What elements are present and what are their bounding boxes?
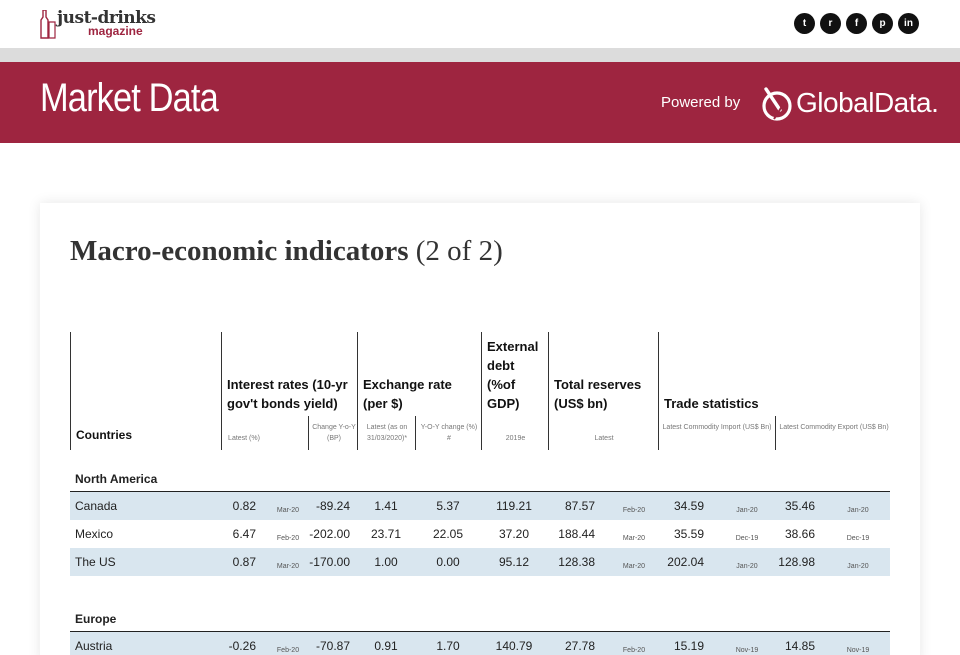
cell-imp-date: Nov-19: [735, 647, 759, 654]
region-group-header: Europe: [70, 590, 890, 632]
cell-exp: 128.98: [778, 555, 815, 569]
cell-fx-chg: 1.70: [436, 639, 460, 653]
header-external-debt: External debt (%of GDP) 2019e: [481, 332, 548, 450]
logo-title: just-drinks: [57, 8, 156, 28]
site-header: just-drinks magazine t r f p in: [0, 0, 960, 48]
table-row: Canada 0.82 Mar-20 -89.24 1.41 5.37 119.21 87.5…: [70, 492, 890, 520]
cell-imp-date: Dec-19: [735, 535, 759, 542]
cell-res-date: Feb-20: [622, 647, 646, 654]
cell-ir-date: Mar-20: [276, 507, 300, 514]
cell-imp: 34.59: [673, 499, 704, 513]
cell-res: 188.44: [558, 527, 595, 541]
table-row: Austria -0.26 Feb-20 -70.87 0.91 1.70 140.79 27…: [70, 632, 890, 655]
logo-subtitle: magazine: [88, 24, 143, 38]
cell-ir-date: Mar-20: [276, 563, 300, 570]
globaldata-logo-text[interactable]: GlobalData.: [796, 87, 939, 118]
cell-res: 27.78: [564, 639, 595, 653]
linkedin-icon[interactable]: in: [898, 13, 919, 34]
cell-debt: 95.12: [498, 555, 530, 569]
facebook-icon[interactable]: f: [846, 13, 867, 34]
twitter-icon[interactable]: t: [794, 13, 815, 34]
header-total-reserves: Total reserves (US$ bn) Latest: [548, 332, 658, 450]
social-links: t r f p in: [794, 13, 919, 34]
region-name: North America: [75, 472, 158, 486]
cell-country: The US: [75, 555, 116, 569]
pinterest-icon[interactable]: p: [872, 13, 893, 34]
cell-exp-date: Jan-20: [847, 507, 869, 514]
cell-country: Austria: [75, 639, 113, 653]
header-countries: Countries: [70, 332, 221, 450]
header-trade-statistics: Trade statistics Latest Commodity Import…: [658, 332, 890, 450]
cell-res: 87.57: [564, 499, 595, 513]
header-interest-rates: Interest rates (10-yr gov't bonds yield)…: [221, 332, 357, 450]
cell-res-date: Mar-20: [622, 563, 646, 570]
cell-res-date: Mar-20: [622, 535, 646, 542]
cell-ir: 6.47: [232, 527, 256, 541]
table-header: Countries Interest rates (10-yr gov't bo…: [70, 332, 890, 450]
cell-exp-date: Dec-19: [846, 535, 870, 542]
cell-country: Mexico: [75, 527, 114, 541]
cell-exp-date: Nov-19: [846, 647, 870, 654]
region-name: Europe: [75, 612, 117, 626]
cell-fx: 23.71: [370, 527, 402, 541]
cell-imp: 35.59: [673, 527, 704, 541]
globaldata-icon: [762, 87, 792, 121]
header-exchange-rate: Exchange rate (per $) Latest (as on 31/0…: [357, 332, 481, 450]
cell-exp: 35.46: [784, 499, 815, 513]
cell-fx: 1.41: [374, 499, 398, 513]
cell-ir-date: Feb-20: [276, 647, 300, 654]
cell-fx-chg: 0.00: [436, 555, 460, 569]
table-body: North America Canada 0.82 Mar-20 -89.24 1.41 5…: [70, 450, 890, 655]
market-data-banner: Market Data Powered by GlobalData.: [0, 62, 960, 143]
region-group-header: North America: [70, 450, 890, 492]
cell-res: 128.38: [558, 555, 595, 569]
cell-fx: 0.91: [374, 639, 398, 653]
cell-ir: -0.26: [228, 639, 256, 653]
cell-ir-chg: -170.00: [309, 555, 350, 569]
page-title: Market Data: [40, 76, 219, 120]
header-divider: [0, 48, 960, 62]
bottle-icon: [40, 10, 56, 39]
cell-exp: 38.66: [784, 527, 815, 541]
cell-ir-chg: -70.87: [315, 639, 350, 653]
table-row: The US 0.87 Mar-20 -170.00 1.00 0.00 95.12 128.…: [70, 548, 890, 576]
cell-country: Canada: [75, 499, 118, 513]
cell-debt: 37.20: [498, 527, 530, 541]
table-row: Mexico 6.47 Feb-20 -202.00 23.71 22.05 37.20 18…: [70, 520, 890, 548]
macro-indicators-table: Countries Interest rates (10-yr gov't bo…: [70, 332, 890, 655]
cell-res-date: Feb-20: [622, 507, 646, 514]
reddit-icon[interactable]: r: [820, 13, 841, 34]
cell-imp: 15.19: [673, 639, 704, 653]
cell-debt: 140.79: [495, 639, 533, 653]
cell-ir-date: Feb-20: [276, 535, 300, 542]
cell-debt: 119.21: [496, 499, 532, 513]
cell-exp-date: Jan-20: [847, 563, 869, 570]
cell-imp: 202.04: [667, 555, 704, 569]
cell-ir: 0.82: [232, 499, 256, 513]
cell-ir-chg: -202.00: [309, 527, 350, 541]
powered-by-label: Powered by: [661, 94, 741, 111]
cell-ir-chg: -89.24: [315, 499, 350, 513]
cell-ir: 0.87: [232, 555, 256, 569]
cell-fx-chg: 5.37: [436, 499, 460, 513]
cell-fx-chg: 22.05: [432, 527, 464, 541]
cell-imp-date: Jan-20: [736, 563, 758, 570]
card-title: Macro-economic indicators (2 of 2): [70, 235, 503, 267]
cell-imp-date: Jan-20: [736, 507, 758, 514]
cell-fx: 1.00: [374, 555, 398, 569]
cell-exp: 14.85: [784, 639, 815, 653]
indicators-card: Macro-economic indicators (2 of 2) Count…: [40, 203, 920, 655]
